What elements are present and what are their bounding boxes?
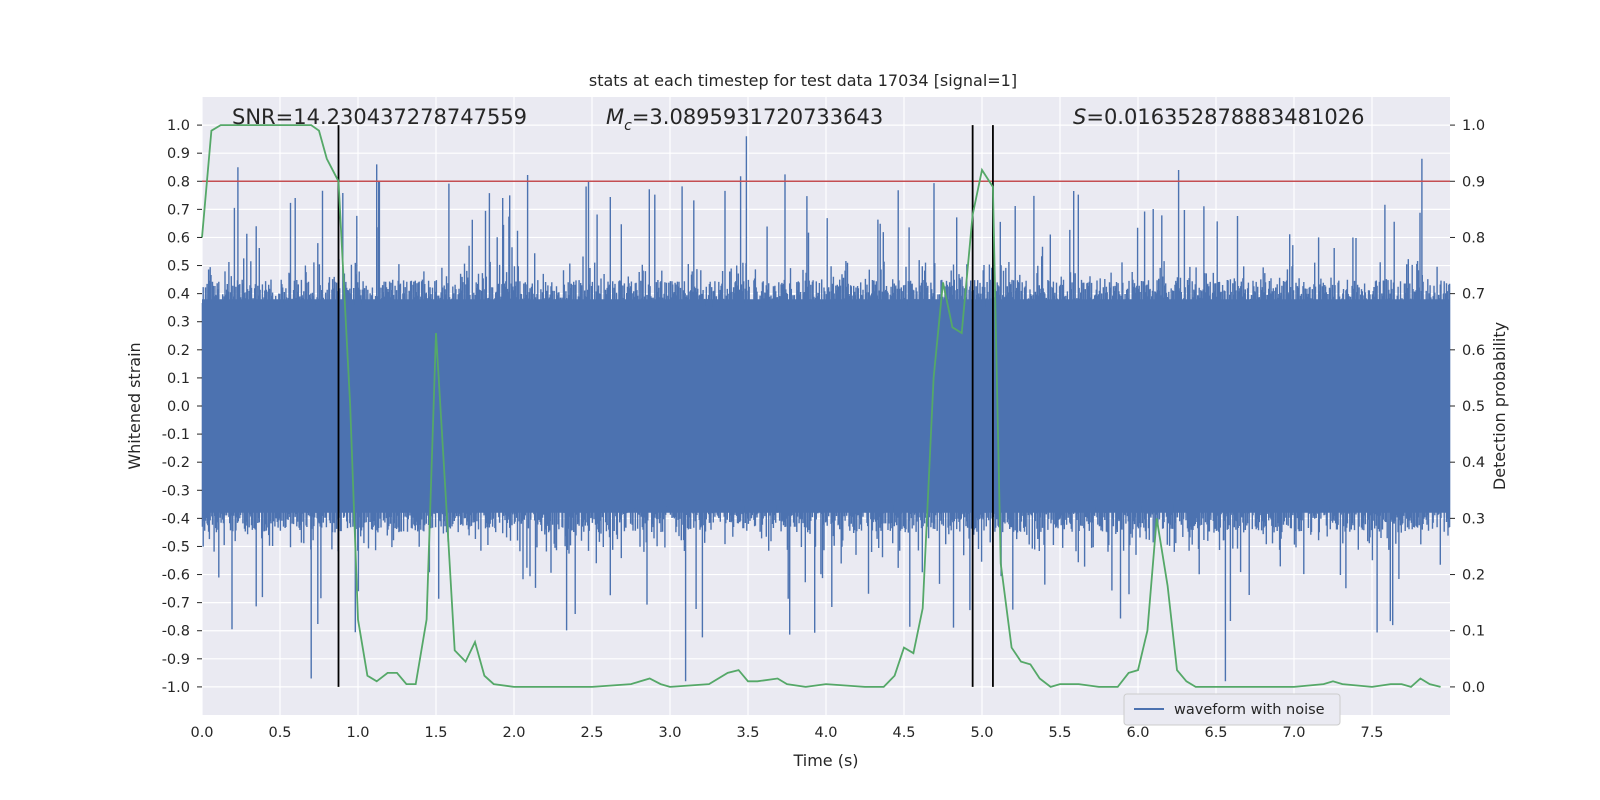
legend-box xyxy=(1123,693,1341,726)
y-tick-label-left: 0.6 xyxy=(167,230,190,246)
x-tick-label: 3.0 xyxy=(658,725,681,741)
y-tick-label-left: -0.4 xyxy=(162,511,190,527)
y-axis-right-label: Detection probability xyxy=(1490,322,1509,490)
chirp-mass-value: =3.0895931720733643 xyxy=(632,105,883,129)
x-tick-label: 7.5 xyxy=(1360,725,1383,741)
x-tick-label: 5.0 xyxy=(970,725,993,741)
y-tick-label-left: 0.5 xyxy=(167,259,190,275)
y-tick-label-right: 0.4 xyxy=(1462,455,1485,471)
y-tick-label-right: 0.9 xyxy=(1462,174,1485,190)
y-tick-label-left: -0.2 xyxy=(162,455,190,471)
chirp-mass-subscript: c xyxy=(624,118,632,134)
y-tick-label-left: 0.8 xyxy=(167,174,190,190)
y-tick-label-right: 0.0 xyxy=(1462,680,1485,696)
x-tick-label: 2.0 xyxy=(502,725,525,741)
y-axis-left-ticks: 1.0 0.9 0.8 0.7 0.6 0.5 0.4 0.3 0.2 0.1 0.0 -0.1 -0.… xyxy=(162,118,202,696)
x-tick-label: 4.0 xyxy=(814,725,837,741)
y-tick-label-right: 0.3 xyxy=(1462,511,1485,527)
x-tick-label: 6.0 xyxy=(1126,725,1149,741)
y-tick-label-left: -0.9 xyxy=(162,652,190,668)
y-tick-label-left: -0.3 xyxy=(162,483,190,499)
x-tick-label: 1.5 xyxy=(424,725,447,741)
y-tick-label-left: 1.0 xyxy=(167,118,190,134)
y-tick-label-left: -0.8 xyxy=(162,624,190,640)
y-tick-label-left: 0.4 xyxy=(167,287,190,303)
chirp-mass-annotation: Mc=3.0895931720733643 xyxy=(606,105,883,134)
x-axis-ticks: 0.0 0.5 1.0 1.5 2.0 2.5 3.0 3.5 4.0 4.5 5.0 5.5 6.0 6… xyxy=(190,725,1383,741)
x-tick-label: 6.5 xyxy=(1204,725,1227,741)
y-tick-label-right: 0.8 xyxy=(1462,230,1485,246)
legend-entry-waveform: waveform with noise xyxy=(1174,702,1325,718)
y-tick-label-left: 0.0 xyxy=(167,399,190,415)
s-annotation: S=0.016352878883481026 xyxy=(1073,105,1364,129)
x-tick-label: 2.5 xyxy=(580,725,603,741)
y-tick-label-left: -0.1 xyxy=(162,427,190,443)
y-tick-label-left: 0.2 xyxy=(167,343,190,359)
y-tick-label-right: 0.7 xyxy=(1462,287,1485,303)
s-value: =0.016352878883481026 xyxy=(1086,105,1364,129)
legend: waveform with noise xyxy=(1123,693,1341,726)
x-tick-label: 7.0 xyxy=(1282,725,1305,741)
chirp-mass-symbol: M xyxy=(606,105,624,129)
x-tick-label: 1.0 xyxy=(346,725,369,741)
y-tick-label-left: -0.5 xyxy=(162,539,190,555)
x-tick-label: 5.5 xyxy=(1048,725,1071,741)
y-tick-label-left: -1.0 xyxy=(162,680,190,696)
y-axis-right-ticks: 1.0 0.9 0.8 0.7 0.6 0.5 0.4 0.3 0.2 0.1 0.0 xyxy=(1450,118,1485,696)
waveform-series xyxy=(201,136,1451,682)
chart-title: stats at each timestep for test data 170… xyxy=(589,71,1017,90)
y-tick-label-right: 0.2 xyxy=(1462,568,1485,584)
y-tick-label-left: 0.3 xyxy=(167,315,190,331)
x-tick-label: 0.5 xyxy=(268,725,291,741)
y-tick-label-right: 0.1 xyxy=(1462,624,1485,640)
y-tick-label-right: 1.0 xyxy=(1462,118,1485,134)
y-tick-label-right: 0.5 xyxy=(1462,399,1485,415)
y-tick-label-right: 0.6 xyxy=(1462,343,1485,359)
y-axis-left-label: Whitened strain xyxy=(125,342,144,469)
y-tick-label-left: 0.7 xyxy=(167,202,190,218)
snr-annotation: SNR=14.230437278747559 xyxy=(232,105,527,129)
x-tick-label: 0.0 xyxy=(190,725,213,741)
y-tick-label-left: -0.7 xyxy=(162,596,190,612)
s-symbol: S xyxy=(1073,105,1086,129)
x-axis-label: Time (s) xyxy=(792,751,858,770)
probability-series-line xyxy=(201,124,1441,688)
x-tick-label: 3.5 xyxy=(736,725,759,741)
y-tick-label-left: 0.1 xyxy=(167,371,190,387)
waveform-strain-line xyxy=(201,136,1451,682)
x-tick-label: 4.5 xyxy=(892,725,915,741)
y-tick-label-left: -0.6 xyxy=(162,568,190,584)
y-tick-label-left: 0.9 xyxy=(167,146,190,162)
